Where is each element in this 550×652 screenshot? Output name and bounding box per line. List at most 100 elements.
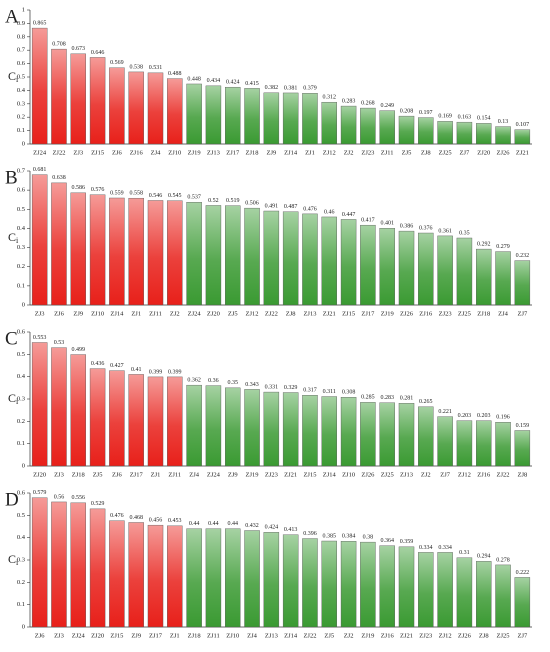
y-tick-label: 0 [22,301,25,308]
x-tick-label: ZJ20 [91,632,104,639]
value-label: 0.385 [323,533,337,539]
x-tick-label: ZJ20 [33,471,46,478]
x-tick-label: ZJ26 [400,310,414,317]
y-tick-label: 0.5 [17,206,25,213]
bar [244,389,260,467]
value-label: 0.317 [303,388,317,394]
x-tick-label: ZJ8 [421,149,431,156]
value-label: 0.381 [284,85,298,91]
y-tick-label: 0.3 [17,395,25,402]
x-tick-label: ZJ21 [400,632,413,639]
y-tick-label: 0.2 [17,579,25,586]
value-label: 0.44 [227,521,238,527]
y-axis-label-subscript: i [16,397,19,406]
x-tick-label: ZJ6 [112,471,123,478]
bar [31,27,48,145]
value-label: 0.538 [129,64,143,70]
bar [263,210,280,306]
y-tick-label: 0 [22,462,25,469]
value-label: 0.506 [245,201,259,207]
value-label: 0.384 [342,534,356,540]
bar [437,552,453,628]
y-tick-label: 0.6 [17,187,26,194]
value-label: 0.285 [361,395,375,401]
bar [360,224,376,306]
value-label: 0.222 [516,570,530,576]
x-tick-label: ZJ1 [170,632,180,639]
value-label: 0.38 [363,535,374,541]
value-label: 0.399 [149,369,163,375]
value-label: 0.203 [458,413,472,419]
bar [147,524,164,628]
value-label: 0.196 [496,415,510,421]
x-tick-label: ZJ18 [246,149,259,156]
y-axis-label-main: C [8,230,16,244]
x-tick-label: ZJ16 [130,149,144,156]
x-tick-label: ZJ24 [33,149,47,156]
bar [128,522,144,628]
x-tick-label: ZJ3 [54,632,64,639]
x-tick-label: ZJ13 [265,632,278,639]
value-label: 0.456 [149,518,163,524]
bar [360,107,376,145]
bar [282,211,299,306]
value-label: 0.334 [438,545,452,551]
bar [70,53,86,145]
x-tick-label: ZJ18 [72,471,85,478]
value-label: 0.453 [168,518,182,524]
bar [147,200,164,306]
x-tick-label: ZJ25 [497,632,510,639]
value-label: 0.197 [419,110,433,116]
value-label: 0.31 [459,550,470,556]
value-label: 0.169 [438,114,452,120]
value-label: 0.35 [459,230,470,236]
x-tick-label: ZJ6 [54,310,65,317]
x-tick-label: ZJ2 [421,471,431,478]
value-label: 0.413 [284,527,298,533]
value-label: 0.36 [208,378,219,384]
value-label: 0.559 [110,190,124,196]
y-axis-label: Ci [8,69,19,84]
x-tick-label: ZJ4 [189,471,200,478]
y-axis-label-subscript: i [16,558,19,567]
x-tick-label: ZJ25 [458,310,471,317]
y-tick-label: 0.7 [17,47,26,54]
y-tick-label: 0.3 [17,556,25,563]
x-tick-label: ZJ22 [303,632,316,639]
value-label: 0.499 [72,347,86,353]
x-tick-label: ZJ23 [419,632,432,639]
bar [263,532,280,628]
x-tick-label: ZJ15 [342,310,355,317]
bar [31,342,48,467]
x-tick-label: ZJ1 [151,471,161,478]
x-tick-label: ZJ7 [517,632,528,639]
x-tick-label: ZJ22 [52,149,65,156]
value-label: 0.708 [52,42,66,48]
y-axis-label: Ci [8,552,19,567]
value-label: 0.159 [516,423,530,429]
bar [418,232,434,306]
x-tick-label: ZJ15 [303,471,316,478]
x-tick-label: ZJ14 [284,632,298,639]
bar [379,545,395,628]
value-label: 0.279 [496,244,510,250]
bar [109,370,125,467]
x-tick-label: ZJ26 [361,471,375,478]
y-tick-label: 0.6 [17,60,26,67]
bar [51,182,67,306]
value-label: 0.359 [400,539,414,545]
bar [456,420,473,467]
bar [225,205,241,306]
bar [476,420,492,467]
bar [205,85,222,145]
value-label: 0.673 [72,46,86,52]
x-tick-label: ZJ22 [497,471,510,478]
y-tick-label: 0.2 [17,418,25,425]
value-label: 0.232 [516,253,530,259]
bar [31,174,48,306]
x-tick-label: ZJ1 [305,149,315,156]
x-tick-label: ZJ11 [168,471,181,478]
bar [282,392,299,467]
y-tick-label: 0.9 [17,20,25,27]
